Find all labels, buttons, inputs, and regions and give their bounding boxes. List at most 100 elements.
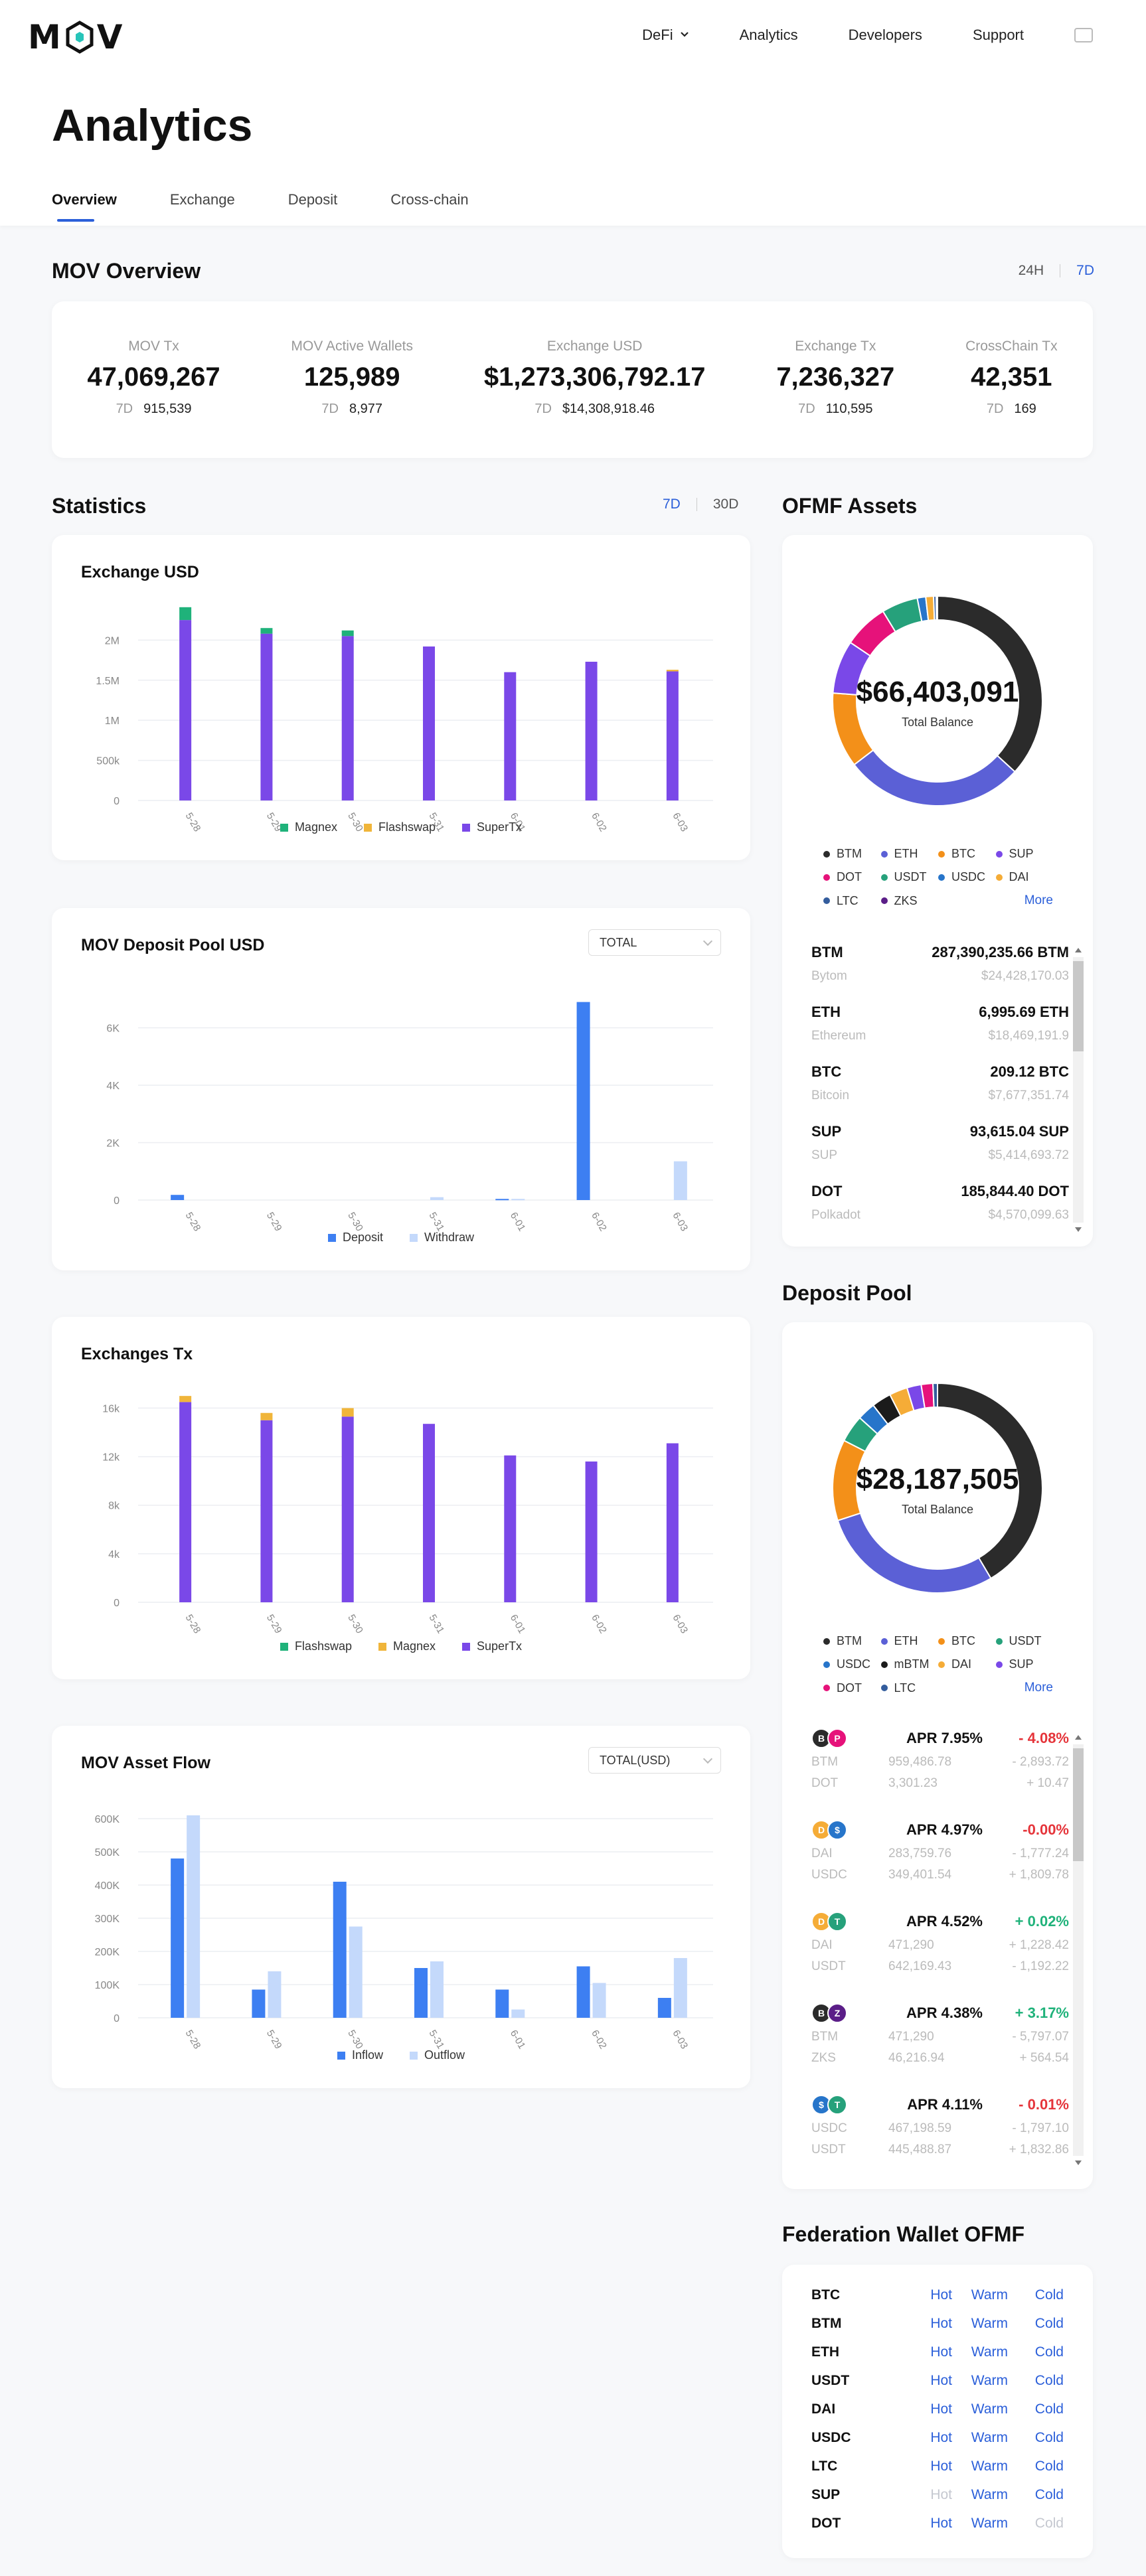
mov-logo[interactable]: M V (28, 18, 124, 56)
donut-slice-ltc[interactable] (932, 1382, 938, 1408)
legend-item[interactable]: USDC (938, 870, 996, 884)
bar-supertx[interactable] (666, 1443, 679, 1602)
bar-supertx[interactable] (423, 646, 435, 800)
wallet-warm-link[interactable]: Warm (971, 2315, 1008, 2331)
bar-outflow[interactable] (430, 1961, 444, 2018)
bar-deposit[interactable] (171, 1195, 185, 1200)
bar-deposit[interactable] (576, 1002, 590, 1200)
legend-more-link[interactable]: More (1024, 893, 1053, 907)
wallet-cold-link[interactable]: Cold (1034, 2372, 1064, 2388)
bar-withdraw[interactable] (430, 1197, 444, 1200)
scroll-up-icon[interactable] (1075, 948, 1082, 952)
bar-supertx[interactable] (179, 1402, 192, 1602)
wallet-warm-link[interactable]: Warm (971, 2401, 1008, 2417)
bar-outflow[interactable] (349, 1926, 363, 2018)
legend-item[interactable]: DAI (995, 870, 1054, 884)
donut-slice-btm[interactable] (937, 1382, 1043, 1580)
legend-item[interactable]: Deposit (327, 1231, 383, 1245)
bar-withdraw[interactable] (673, 1161, 687, 1200)
legend-item[interactable]: LTC (880, 1681, 939, 1695)
scroll-down-icon[interactable] (1075, 1227, 1082, 1232)
wallet-hot-link[interactable]: Hot (930, 2458, 952, 2474)
range-7d[interactable]: 7D (1076, 263, 1094, 278)
bar-supertx[interactable] (504, 672, 517, 800)
bar-supertx[interactable] (585, 661, 598, 800)
wallet-warm-link[interactable]: Warm (971, 2344, 1008, 2360)
bar-inflow[interactable] (657, 1998, 671, 2018)
legend-item[interactable]: BTC (938, 1634, 996, 1648)
legend-item[interactable]: BTC (938, 847, 996, 861)
bar-flashswap[interactable] (666, 670, 679, 672)
bar-magnex[interactable] (260, 628, 273, 634)
bar-magnex[interactable] (179, 1396, 192, 1402)
legend-item[interactable]: mBTM (880, 1657, 939, 1671)
legend-item[interactable]: BTM (823, 1634, 881, 1648)
bar-outflow[interactable] (187, 1815, 201, 2018)
wallet-hot-link[interactable]: Hot (930, 2401, 952, 2417)
wallet-hot-link[interactable]: Hot (930, 2372, 952, 2388)
bar-withdraw[interactable] (511, 1199, 525, 1201)
wallet-cold-link[interactable]: Cold (1034, 2287, 1064, 2303)
bar-inflow[interactable] (333, 1882, 347, 2018)
legend-item[interactable]: SUP (995, 847, 1054, 861)
nav-defi[interactable]: DeFi (642, 27, 689, 44)
bar-deposit[interactable] (495, 1199, 509, 1201)
bar-supertx[interactable] (260, 1420, 273, 1602)
legend-item[interactable]: DOT (823, 870, 881, 884)
legend-item[interactable]: USDT (995, 1634, 1054, 1648)
nav-developers[interactable]: Developers (848, 27, 922, 43)
legend-item[interactable]: Flashswap (280, 1639, 352, 1653)
bar-inflow[interactable] (576, 1966, 590, 2018)
wallet-warm-link[interactable]: Warm (971, 2372, 1008, 2388)
tab-overview[interactable]: Overview (52, 191, 117, 222)
bar-outflow[interactable] (511, 2009, 525, 2018)
legend-item[interactable]: DOT (823, 1681, 881, 1695)
bar-magnex[interactable] (341, 630, 354, 637)
wallet-warm-link[interactable]: Warm (971, 2486, 1008, 2502)
range-30d-stats[interactable]: 30D (712, 496, 739, 512)
wallet-cold-link[interactable]: Cold (1034, 2344, 1064, 2360)
legend-item[interactable]: Outflow (410, 2048, 465, 2062)
range-24h[interactable]: 24H (1018, 263, 1044, 278)
bar-supertx[interactable] (423, 1424, 435, 1602)
wallet-warm-link[interactable]: Warm (971, 2429, 1008, 2445)
scroll-thumb[interactable] (1073, 961, 1084, 1051)
legend-item[interactable]: Magnex (280, 820, 337, 834)
bar-supertx[interactable] (666, 671, 679, 800)
legend-item[interactable]: Inflow (337, 2048, 383, 2062)
legend-item[interactable]: SuperTx (462, 820, 522, 834)
bar-supertx[interactable] (179, 620, 192, 800)
wallet-cold-link[interactable]: Cold (1034, 2458, 1064, 2474)
wallet-hot-link[interactable]: Hot (930, 2429, 952, 2445)
legend-item[interactable]: DAI (938, 1657, 996, 1671)
wallet-hot-link[interactable]: Hot (930, 2515, 952, 2531)
tab-cross-chain[interactable]: Cross-chain (390, 191, 469, 208)
bar-supertx[interactable] (504, 1455, 517, 1602)
bar-supertx[interactable] (585, 1461, 598, 1602)
donut-slice-eth[interactable] (837, 1512, 992, 1594)
legend-more-link[interactable]: More (1024, 1681, 1053, 1695)
scroll-thumb[interactable] (1073, 1748, 1084, 1861)
bar-outflow[interactable] (673, 1958, 687, 2018)
bar-supertx[interactable] (341, 1416, 354, 1602)
legend-item[interactable]: BTM (823, 847, 881, 861)
legend-item[interactable]: SUP (995, 1657, 1054, 1671)
legend-item[interactable]: SuperTx (462, 1639, 522, 1653)
wallet-cold-link[interactable]: Cold (1034, 2401, 1064, 2417)
legend-item[interactable]: ETH (880, 847, 939, 861)
language-icon[interactable] (1074, 28, 1093, 42)
legend-item[interactable]: Magnex (378, 1639, 436, 1653)
scroll-down-icon[interactable] (1075, 2160, 1082, 2165)
wallet-hot-link[interactable]: Hot (930, 2315, 952, 2331)
wallet-warm-link[interactable]: Warm (971, 2287, 1008, 2303)
bar-inflow[interactable] (495, 1989, 509, 2018)
wallet-warm-link[interactable]: Warm (971, 2515, 1008, 2531)
tab-exchange[interactable]: Exchange (169, 191, 235, 208)
nav-analytics[interactable]: Analytics (739, 27, 798, 43)
pool-list-scrollbar[interactable] (1073, 1732, 1084, 2168)
wallet-cold-link[interactable]: Cold (1034, 2486, 1064, 2502)
wallet-hot-link[interactable]: Hot (930, 2344, 952, 2360)
wallet-warm-link[interactable]: Warm (971, 2458, 1008, 2474)
bar-magnex[interactable] (179, 607, 192, 621)
legend-item[interactable]: USDC (823, 1657, 881, 1671)
